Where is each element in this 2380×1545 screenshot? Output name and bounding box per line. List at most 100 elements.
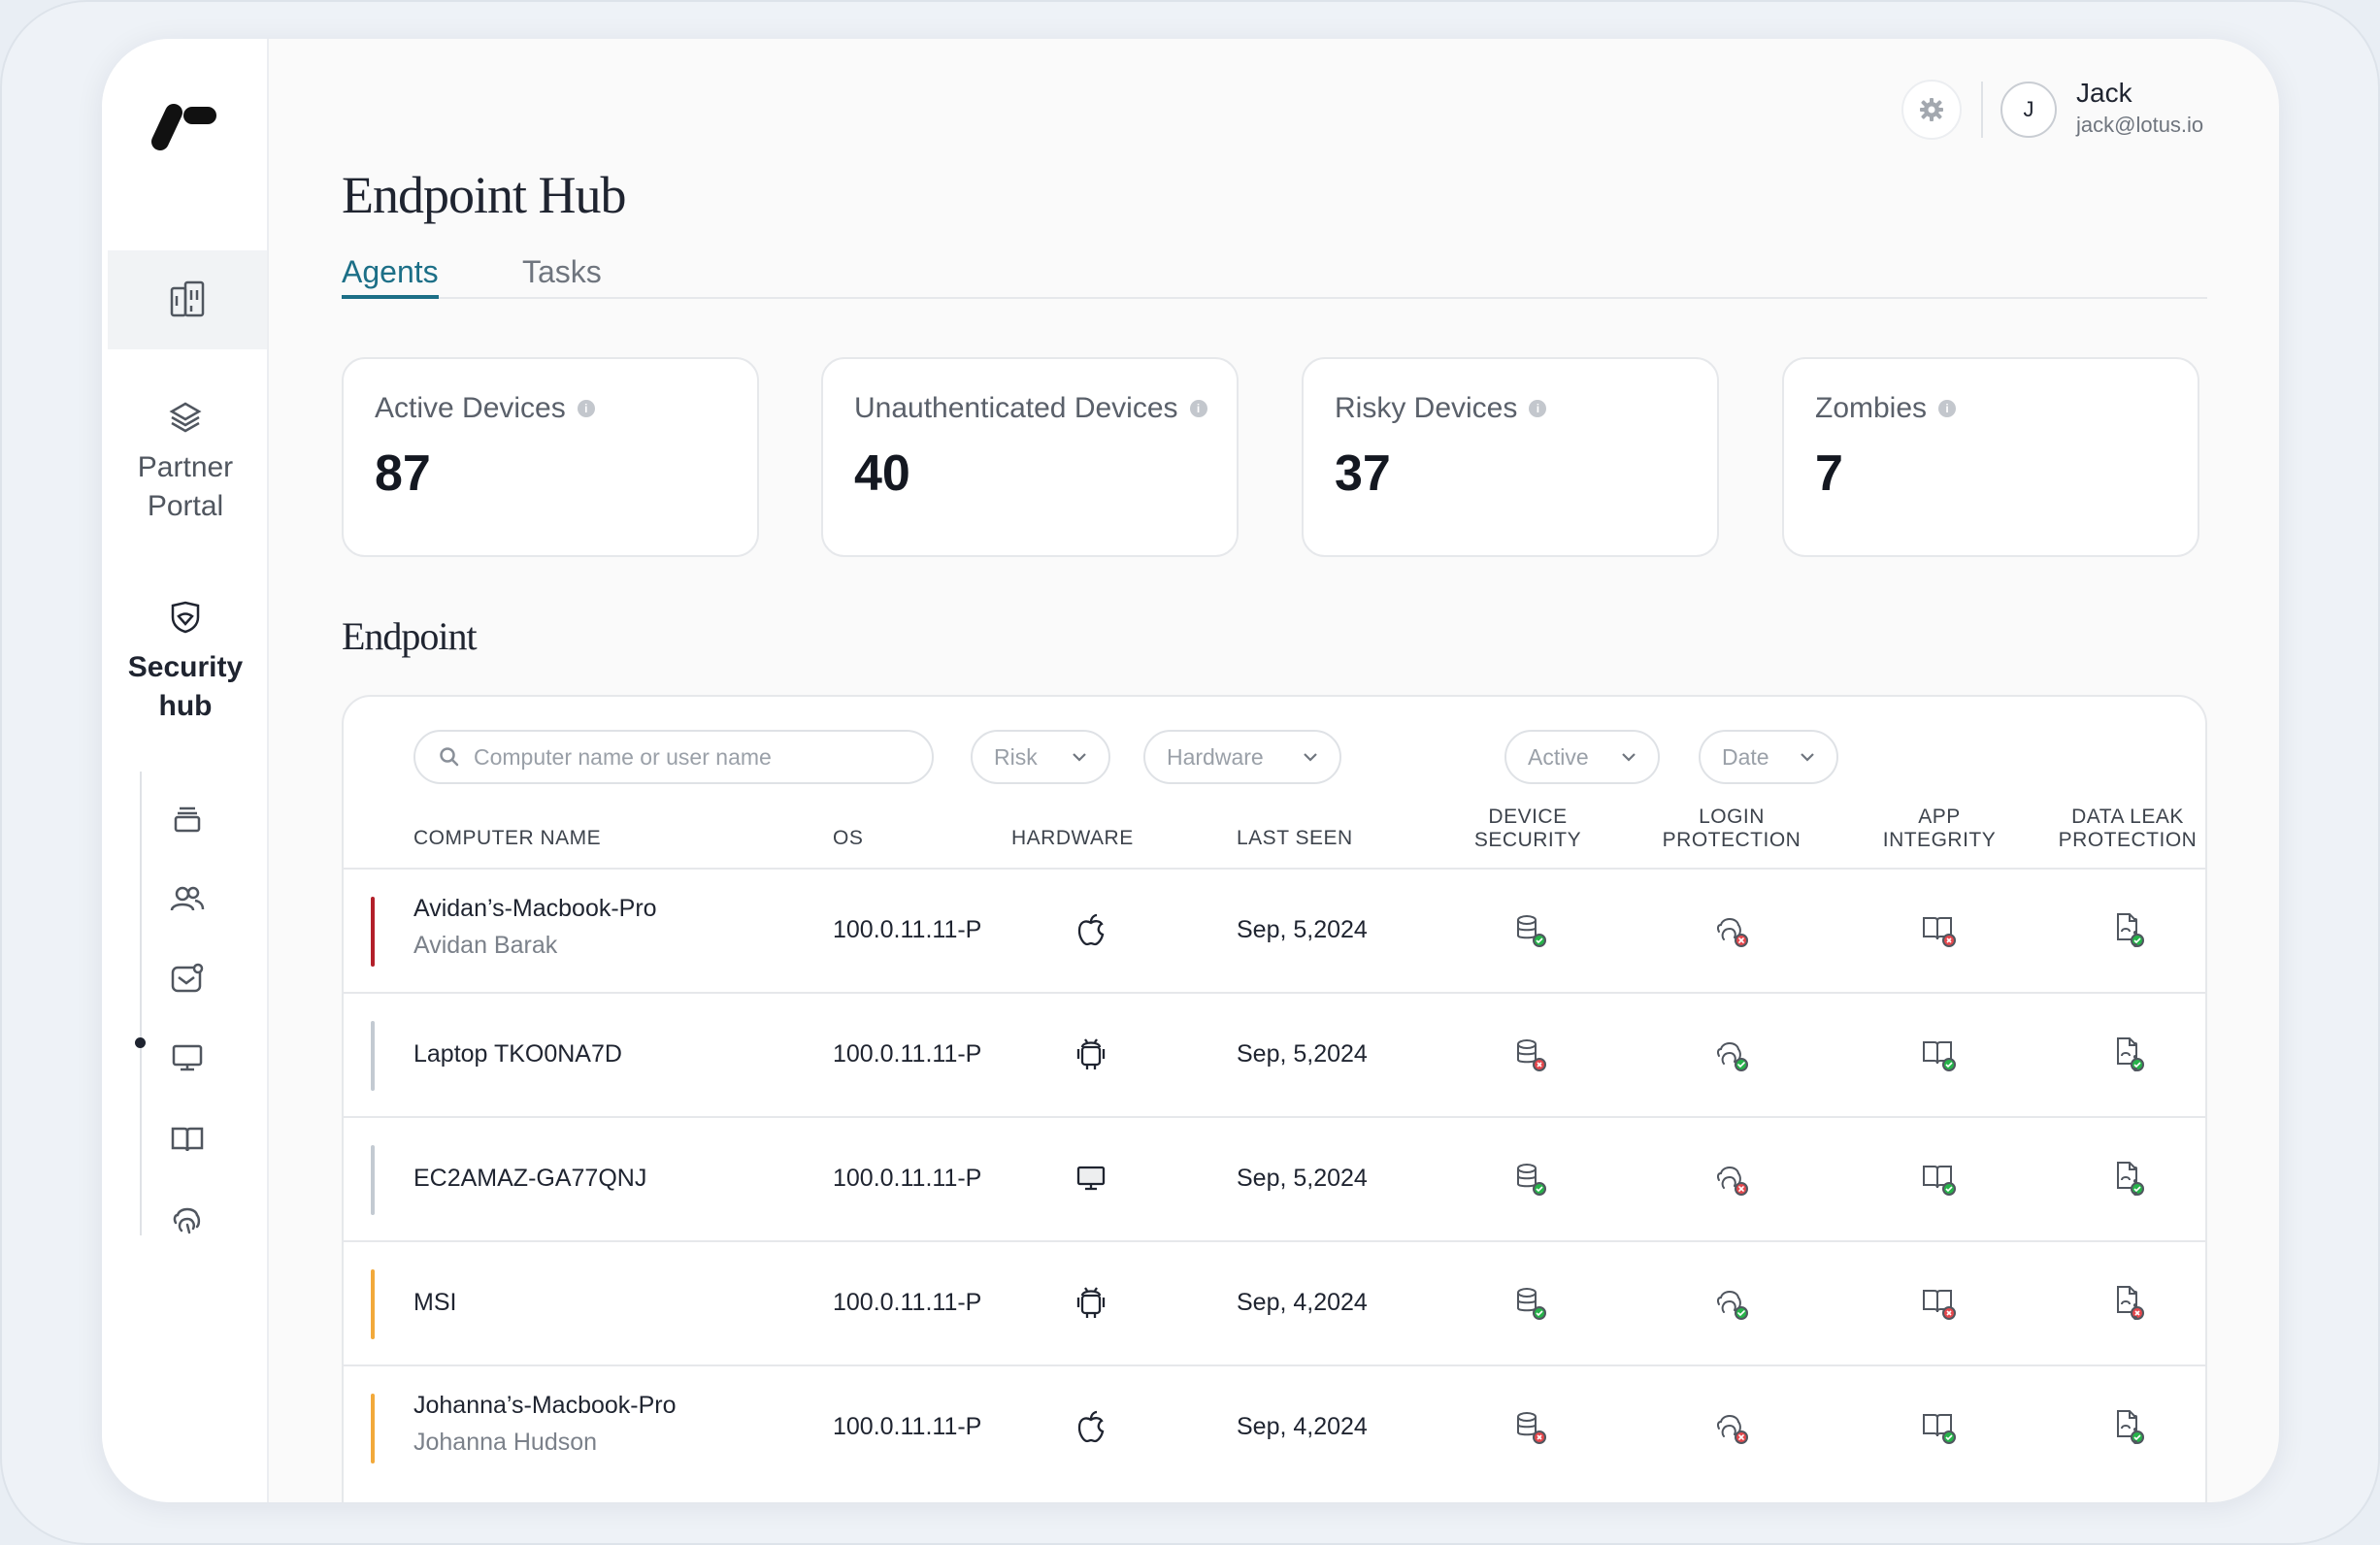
search-icon — [440, 747, 459, 767]
computer-name[interactable]: Laptop TKO0NA7D — [413, 1040, 622, 1068]
column-header-device-security[interactable]: DEVICE SECURITY — [1431, 805, 1625, 852]
apple-icon — [1068, 906, 1114, 953]
column-header-line: LOGIN — [1699, 805, 1765, 828]
computer-name[interactable]: Johanna’s-Macbook-Pro — [413, 1392, 677, 1419]
gear-icon — [1920, 98, 1943, 121]
login-protection-status-icon[interactable] — [1708, 1279, 1755, 1326]
risk-indicator — [371, 897, 375, 967]
search-placeholder: Computer name or user name — [474, 743, 772, 770]
info-icon[interactable]: i — [1189, 400, 1207, 417]
row-menu-icon[interactable] — [2126, 1167, 2145, 1196]
filter-active[interactable]: Active — [1504, 730, 1660, 784]
chevron-down-icon — [1073, 753, 1086, 762]
tab-tasks[interactable]: Tasks — [522, 254, 602, 289]
settings-button[interactable] — [1901, 80, 1962, 140]
computer-name[interactable]: EC2AMAZ-GA77QNJ — [413, 1165, 647, 1192]
info-icon[interactable]: i — [1529, 400, 1547, 417]
info-icon[interactable]: i — [1938, 400, 1957, 417]
section-title: Endpoint — [342, 614, 478, 658]
stack-icon — [174, 806, 201, 833]
login-protection-status-icon[interactable] — [1708, 1155, 1755, 1201]
row-menu-icon[interactable] — [2126, 1042, 2145, 1071]
risk-indicator — [371, 1269, 375, 1339]
user-name: Avidan Barak — [413, 932, 558, 959]
column-header-line: SECURITY — [1473, 829, 1582, 851]
filter-hardware[interactable]: Hardware — [1143, 730, 1341, 784]
device-security-status-icon[interactable] — [1506, 1279, 1553, 1326]
subnav-fingerprint[interactable] — [166, 1198, 209, 1240]
avatar[interactable]: J — [2000, 82, 2057, 138]
table-row[interactable]: Avidan’s-Macbook-Pro Avidan Barak 100.0.11… — [344, 868, 2205, 992]
column-header-line: DEVICE — [1488, 805, 1568, 828]
data-leak-status-icon[interactable] — [2104, 1155, 2151, 1201]
stat-card-active-devices: Active Devices i 87 — [342, 357, 759, 557]
filter-risk[interactable]: Risk — [971, 730, 1110, 784]
stat-card-unauthenticated-devices: Unauthenticated Devices i 40 — [821, 357, 1239, 557]
data-leak-status-icon[interactable] — [2104, 1403, 2151, 1450]
tab-label: Agents — [342, 254, 439, 289]
stat-label: Risky Devices — [1335, 392, 1518, 424]
column-header-os[interactable]: OS — [833, 827, 864, 849]
table-row[interactable]: Laptop TKO0NA7D 100.0.11.11-P Sep, 5,2024 — [344, 992, 2205, 1116]
chevron-down-icon — [1304, 753, 1317, 762]
subnav-monitor[interactable] — [166, 1036, 209, 1079]
stat-label: Zombies — [1815, 392, 1928, 424]
last-seen: Sep, 4,2024 — [1237, 1289, 1368, 1316]
app-integrity-status-icon[interactable] — [1916, 1031, 1963, 1077]
login-protection-status-icon[interactable] — [1708, 906, 1755, 953]
stat-card-zombies: Zombies i 7 — [1782, 357, 2199, 557]
row-menu-icon[interactable] — [2126, 1415, 2145, 1444]
column-header-data-leak-protection[interactable]: DATA LEAK PROTECTION — [2031, 805, 2205, 852]
sidebar-item-security-hub[interactable]: Security hub — [102, 600, 269, 726]
column-header-login-protection[interactable]: LOGIN PROTECTION — [1635, 805, 1829, 852]
dashboard-icon — [170, 280, 205, 317]
book-icon — [171, 1127, 204, 1152]
column-header-app-integrity[interactable]: APP INTEGRITY — [1842, 805, 2036, 852]
user-name: Johanna Hudson — [413, 1429, 598, 1456]
subnav-stack[interactable] — [166, 798, 209, 840]
column-header-line: DATA LEAK — [2071, 805, 2184, 828]
info-icon[interactable]: i — [577, 400, 595, 417]
column-header-hardware[interactable]: HARDWARE — [1011, 827, 1134, 849]
tab-agents[interactable]: Agents — [342, 254, 439, 299]
filter-label: Active — [1528, 743, 1589, 770]
device-security-status-icon[interactable] — [1506, 1403, 1553, 1450]
row-menu-icon[interactable] — [2126, 918, 2145, 947]
computer-name[interactable]: MSI — [413, 1289, 457, 1316]
subnav-book[interactable] — [166, 1118, 209, 1161]
column-header-last-seen[interactable]: LAST SEEN — [1237, 827, 1353, 849]
risk-indicator — [371, 1145, 375, 1215]
app-integrity-status-icon[interactable] — [1916, 906, 1963, 953]
subnav-users[interactable] — [166, 877, 209, 920]
device-security-status-icon[interactable] — [1506, 1031, 1553, 1077]
column-header-computer-name[interactable]: COMPUTER NAME — [413, 827, 602, 849]
os-version: 100.0.11.11-P — [833, 1289, 982, 1316]
subnav-mail[interactable] — [166, 957, 209, 1000]
login-protection-status-icon[interactable] — [1708, 1403, 1755, 1450]
stat-value: 40 — [854, 445, 910, 502]
stat-card-risky-devices: Risky Devices i 37 — [1302, 357, 1719, 557]
device-security-status-icon[interactable] — [1506, 906, 1553, 953]
row-menu-icon[interactable] — [2126, 1291, 2145, 1320]
sidebar-item-partner-portal[interactable]: Partner Portal — [102, 400, 269, 526]
computer-name[interactable]: Avidan’s-Macbook-Pro — [413, 895, 657, 922]
table-row[interactable]: EC2AMAZ-GA77QNJ 100.0.11.11-P Sep, 5,2024 — [344, 1116, 2205, 1240]
login-protection-status-icon[interactable] — [1708, 1031, 1755, 1077]
risk-indicator — [371, 1021, 375, 1091]
app-integrity-status-icon[interactable] — [1916, 1155, 1963, 1201]
stat-label: Unauthenticated Devices — [854, 392, 1178, 424]
sidebar-item-dashboard[interactable] — [108, 250, 267, 349]
app-integrity-status-icon[interactable] — [1916, 1279, 1963, 1326]
table-row[interactable]: Johanna’s-Macbook-Pro Johanna Hudson 100.0… — [344, 1364, 2205, 1489]
os-version: 100.0.11.11-P — [833, 1165, 982, 1192]
device-security-status-icon[interactable] — [1506, 1155, 1553, 1201]
sidebar: Partner Portal Security hub — [102, 39, 269, 1502]
os-version: 100.0.11.11-P — [833, 1040, 982, 1068]
search-input[interactable]: Computer name or user name — [413, 730, 934, 784]
android-icon — [1068, 1279, 1114, 1326]
filter-date[interactable]: Date — [1699, 730, 1838, 784]
last-seen: Sep, 5,2024 — [1237, 916, 1368, 943]
app-integrity-status-icon[interactable] — [1916, 1403, 1963, 1450]
table-row[interactable]: MSI 100.0.11.11-P Sep, 4,2024 — [344, 1240, 2205, 1364]
logo-icon — [145, 97, 222, 155]
